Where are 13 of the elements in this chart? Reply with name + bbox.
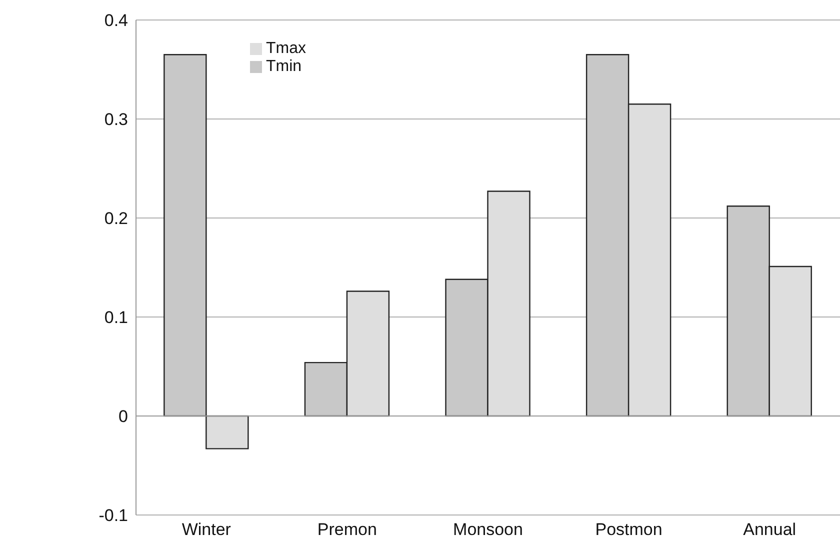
x-tick-label: Annual	[743, 520, 796, 540]
x-tick-label: Winter	[182, 520, 232, 540]
legend-label: Tmax	[266, 40, 306, 57]
y-tick-label: 0.3	[104, 110, 128, 130]
legend-label: Tmin	[266, 58, 302, 75]
y-tick-label: -0.1	[98, 506, 128, 526]
x-tick-label: Postmon	[595, 520, 662, 540]
x-tick-label: Monsoon	[453, 520, 523, 540]
y-tick-label: 0	[118, 407, 128, 426]
y-tick-label: 0.1	[104, 308, 128, 328]
x-tick-label: Premon	[317, 520, 377, 540]
y-tick-label: 0.2	[104, 209, 128, 228]
y-tick-label: 0.4	[104, 11, 128, 30]
